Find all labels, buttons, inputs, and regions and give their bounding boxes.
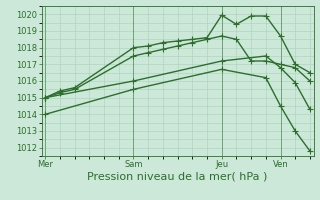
X-axis label: Pression niveau de la mer( hPa ): Pression niveau de la mer( hPa ): [87, 172, 268, 182]
